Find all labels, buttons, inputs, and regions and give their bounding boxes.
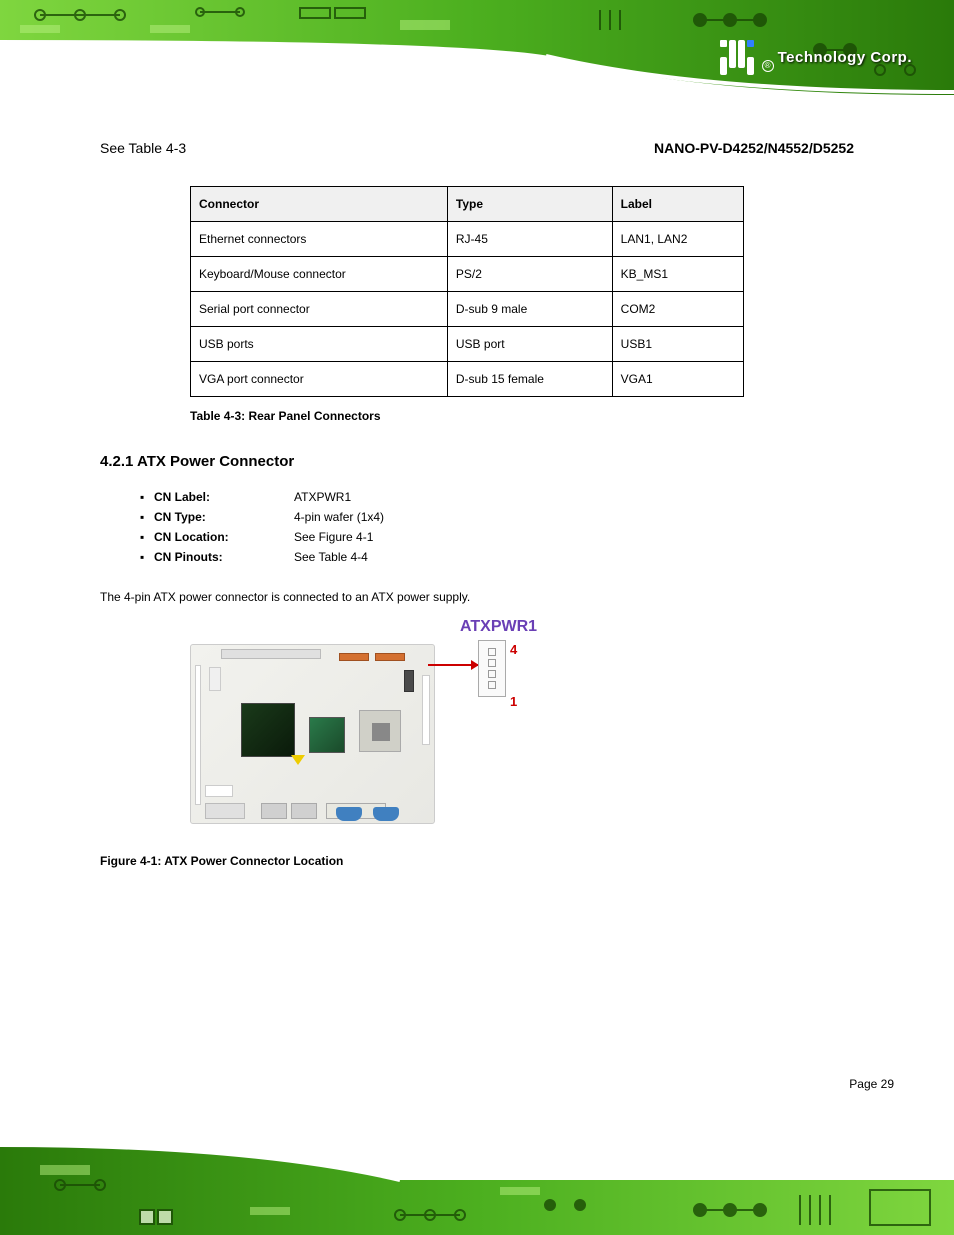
subsection-title: 4.2.1 ATX Power Connector [100, 453, 854, 470]
figure-atx-connector: ATXPWR1 4 1 [190, 618, 610, 838]
table-row: Serial port connector D-sub 9 male COM2 [191, 292, 744, 327]
spec-cn-location: ▪ CN Location: See Figure 4-1 [140, 530, 854, 544]
brand-text: Technology Corp. [778, 49, 912, 66]
col-label: Label [612, 187, 743, 222]
arrow-icon [428, 664, 478, 666]
spec-cn-label: ▪ CN Label: ATXPWR1 [140, 490, 854, 504]
registered-icon: ® [762, 60, 774, 72]
bullet-icon: ▪ [140, 510, 154, 524]
pin-number-high: 4 [510, 642, 517, 657]
model-name: NANO-PV-D4252/N4552/D5252 [654, 140, 854, 156]
pin-diagram [478, 640, 506, 697]
spec-cn-type: ▪ CN Type: 4-pin wafer (1x4) [140, 510, 854, 524]
bullet-icon: ▪ [140, 530, 154, 544]
bullet-icon: ▪ [140, 490, 154, 504]
section-reference: See Table 4-3 [100, 140, 186, 156]
motherboard-diagram [190, 644, 435, 824]
brand-logo: ® Technology Corp. [720, 40, 912, 75]
spec-cn-pinouts: ▪ CN Pinouts: See Table 4-4 [140, 550, 854, 564]
footer-decoration [0, 1115, 954, 1235]
page-number: Page 29 [849, 1077, 894, 1091]
table-row: VGA port connector D-sub 15 female VGA1 [191, 362, 744, 397]
bullet-icon: ▪ [140, 550, 154, 564]
connector-label: ATXPWR1 [460, 618, 537, 636]
col-type: Type [447, 187, 612, 222]
table-row: Ethernet connectors RJ-45 LAN1, LAN2 [191, 222, 744, 257]
col-connector: Connector [191, 187, 448, 222]
table-caption: Table 4-3: Rear Panel Connectors [190, 409, 854, 423]
pin-number-low: 1 [510, 694, 517, 709]
rear-panel-connectors-table: Connector Type Label Ethernet connectors… [190, 186, 744, 397]
table-row: USB ports USB port USB1 [191, 327, 744, 362]
section-body: The 4-pin ATX power connector is connect… [100, 588, 854, 606]
table-row: Keyboard/Mouse connector PS/2 KB_MS1 [191, 257, 744, 292]
figure-caption: Figure 4-1: ATX Power Connector Location [100, 854, 854, 868]
